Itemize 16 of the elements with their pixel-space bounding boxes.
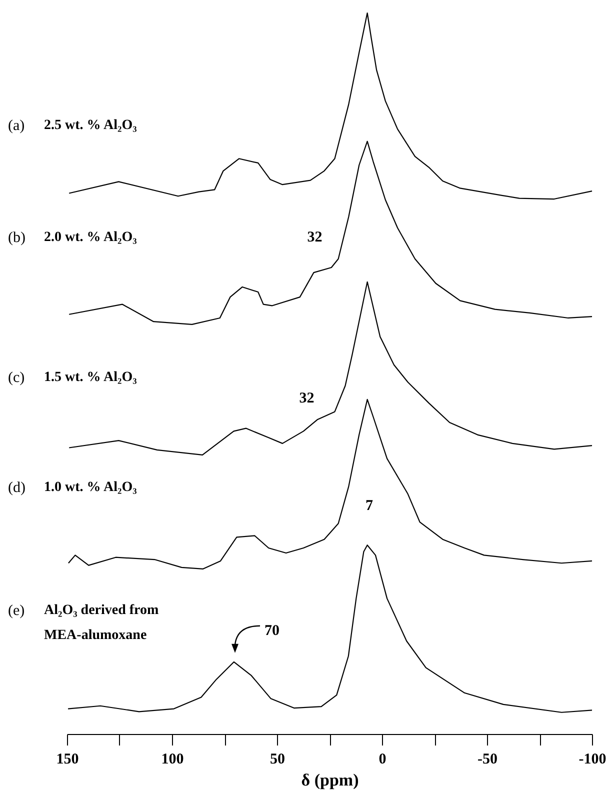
annotation: 7 <box>366 498 374 514</box>
text: (c) 1.5 wt. % Al₂O₃ <box>8 370 137 386</box>
x-tick-label: 150 <box>56 752 79 768</box>
x-tick-label: 50 <box>270 752 285 768</box>
annotation: 32 <box>307 230 322 246</box>
x-tick-label: -50 <box>478 752 498 768</box>
text: (d) 1.0 wt. % Al₂O₃ <box>8 480 137 496</box>
x-axis-title: δ (ppm) <box>301 770 359 790</box>
x-tick-label: 0 <box>378 752 386 768</box>
annotation: 70 <box>264 622 280 639</box>
x-tick-label: -100 <box>578 752 606 768</box>
x-tick-label: 100 <box>161 752 184 768</box>
annotation: 32 <box>299 390 314 407</box>
text: (e) Al₂O₃ derived from MEA-alumoxane <box>8 603 159 643</box>
text: (a) 2.5 wt. % Al₂O₃ <box>8 118 137 134</box>
text: (b) 2.0 wt. % Al₂O₃ <box>8 230 137 246</box>
